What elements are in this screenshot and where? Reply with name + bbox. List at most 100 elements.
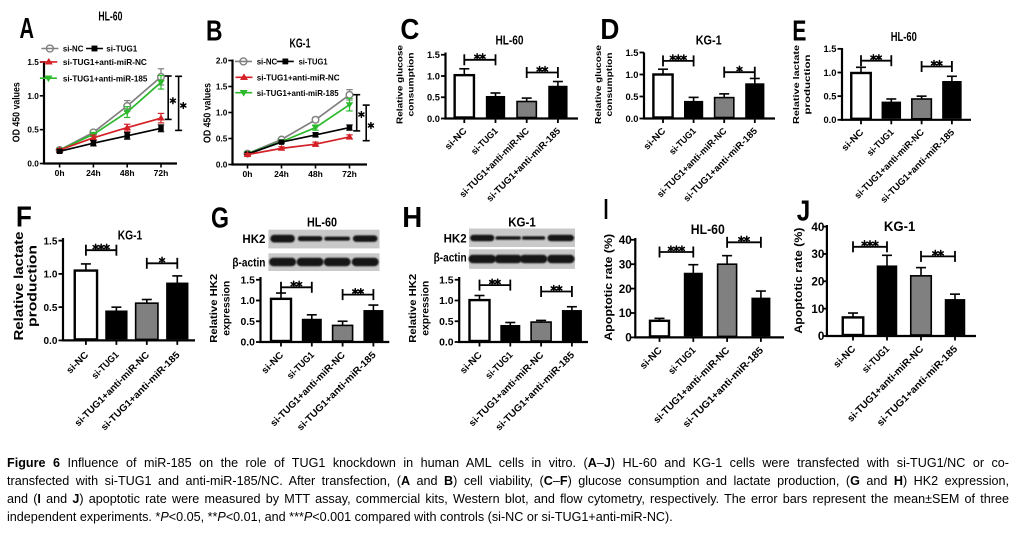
- svg-text:HL-60: HL-60: [98, 8, 122, 23]
- svg-text:0.0: 0.0: [625, 114, 638, 124]
- svg-text:0.5: 0.5: [240, 317, 255, 328]
- svg-text:10: 10: [619, 307, 633, 320]
- svg-text:48h: 48h: [308, 169, 323, 179]
- svg-text:30: 30: [811, 248, 825, 261]
- svg-text:2.0: 2.0: [216, 57, 228, 66]
- svg-text:si-TUG1+anti-miR-185: si-TUG1+anti-miR-185: [63, 73, 148, 83]
- svg-text:48h: 48h: [120, 168, 135, 178]
- svg-text:si-TUG1: si-TUG1: [865, 127, 896, 158]
- svg-text:0.0: 0.0: [439, 338, 454, 349]
- svg-text:si-NC: si-NC: [832, 344, 859, 371]
- svg-text:G: G: [211, 203, 229, 235]
- svg-text:0.5: 0.5: [216, 135, 228, 144]
- svg-text:si-NC: si-NC: [638, 345, 665, 372]
- svg-text:HK2: HK2: [444, 231, 467, 245]
- svg-text:0.0: 0.0: [27, 160, 39, 169]
- svg-text:KG-1: KG-1: [884, 219, 916, 234]
- svg-text:1.0: 1.0: [27, 92, 39, 101]
- svg-text:1.0: 1.0: [427, 71, 440, 81]
- svg-text:si-NC: si-NC: [840, 127, 866, 153]
- svg-text:β-actin: β-actin: [434, 250, 467, 264]
- svg-text:0.0: 0.0: [823, 115, 836, 125]
- svg-text:0h: 0h: [243, 169, 253, 179]
- svg-text:20: 20: [811, 276, 825, 289]
- svg-text:0.5: 0.5: [427, 93, 440, 103]
- svg-text:si-TUG1+anti-miR-NC: si-TUG1+anti-miR-NC: [257, 73, 340, 83]
- svg-text:si-TUG1: si-TUG1: [469, 126, 500, 157]
- svg-text:0.5: 0.5: [823, 91, 836, 101]
- svg-text:si-TUG1: si-TUG1: [299, 57, 328, 67]
- svg-text:0: 0: [625, 332, 632, 345]
- svg-text:1.0: 1.0: [240, 296, 255, 307]
- svg-text:1.5: 1.5: [216, 83, 228, 92]
- svg-text:C: C: [400, 14, 419, 46]
- svg-text:72h: 72h: [154, 168, 169, 178]
- svg-text:1.5: 1.5: [27, 58, 39, 67]
- svg-text:0.5: 0.5: [439, 317, 454, 328]
- svg-text:si-TUG1: si-TUG1: [860, 344, 892, 376]
- svg-text:Relative HK2: Relative HK2: [209, 273, 220, 342]
- svg-text:consumption: consumption: [405, 53, 415, 117]
- svg-text:si-NC: si-NC: [642, 126, 668, 152]
- svg-text:J: J: [797, 196, 811, 228]
- svg-text:HL-60: HL-60: [307, 215, 337, 230]
- svg-text:1.5: 1.5: [625, 48, 638, 58]
- svg-text:F: F: [16, 202, 32, 234]
- svg-text:KG-1: KG-1: [508, 214, 536, 229]
- svg-text:0.0: 0.0: [427, 114, 440, 124]
- svg-text:Relative lactate: Relative lactate: [791, 45, 801, 124]
- svg-text:0.0: 0.0: [43, 336, 57, 347]
- svg-text:0.0: 0.0: [240, 338, 255, 349]
- svg-text:si-NC: si-NC: [257, 57, 278, 67]
- svg-text:1.0: 1.0: [823, 68, 836, 78]
- svg-text:Apoptotic rate (%): Apoptotic rate (%): [603, 233, 615, 340]
- svg-text:HL-60: HL-60: [691, 222, 725, 237]
- svg-text:40: 40: [619, 234, 633, 247]
- svg-text:0: 0: [818, 330, 825, 343]
- svg-text:1.5: 1.5: [43, 236, 57, 247]
- svg-text:si-NC: si-NC: [260, 350, 287, 377]
- svg-text:HL-60: HL-60: [496, 32, 524, 47]
- svg-text:0.5: 0.5: [43, 303, 57, 314]
- svg-text:1.0: 1.0: [43, 270, 57, 281]
- svg-text:20: 20: [619, 283, 633, 296]
- svg-text:1.0: 1.0: [216, 109, 228, 118]
- svg-text:si-TUG1: si-TUG1: [106, 44, 137, 54]
- svg-text:B: B: [206, 16, 223, 48]
- svg-text:I: I: [604, 194, 609, 226]
- svg-text:10: 10: [811, 303, 825, 316]
- svg-text:0h: 0h: [55, 168, 65, 178]
- svg-text:si-NC: si-NC: [65, 350, 92, 377]
- svg-text:Apoptotic rate (%): Apoptotic rate (%): [793, 227, 805, 333]
- svg-text:40: 40: [811, 221, 825, 234]
- svg-text:1.5: 1.5: [439, 275, 454, 286]
- svg-text:KG-1: KG-1: [118, 228, 143, 243]
- svg-text:si-TUG1: si-TUG1: [667, 126, 698, 157]
- svg-text:Relative HK2: Relative HK2: [408, 273, 419, 342]
- svg-text:24h: 24h: [86, 168, 101, 178]
- svg-text:si-NC: si-NC: [443, 126, 469, 152]
- svg-text:si-TUG1+anti-miR-185: si-TUG1+anti-miR-185: [257, 88, 339, 98]
- svg-text:si-TUG1+anti-miR-NC: si-TUG1+anti-miR-NC: [63, 57, 147, 67]
- svg-text:OD 450 values: OD 450 values: [203, 83, 214, 143]
- svg-text:A: A: [20, 13, 35, 45]
- svg-text:HK2: HK2: [242, 232, 265, 246]
- svg-text:24h: 24h: [274, 169, 289, 179]
- svg-text:1.5: 1.5: [823, 44, 836, 54]
- svg-text:1.0: 1.0: [439, 296, 454, 307]
- svg-text:expression: expression: [222, 281, 233, 336]
- svg-text:1.5: 1.5: [240, 275, 255, 286]
- svg-text:1.5: 1.5: [427, 50, 440, 60]
- svg-text:expression: expression: [420, 281, 431, 336]
- svg-text:Relative glucose: Relative glucose: [593, 45, 603, 124]
- svg-text:si-NC: si-NC: [63, 44, 84, 54]
- svg-text:E: E: [792, 16, 806, 48]
- svg-text:H: H: [402, 202, 422, 234]
- svg-text:KG-1: KG-1: [290, 36, 311, 51]
- svg-text:D: D: [600, 14, 619, 46]
- svg-text:1.0: 1.0: [625, 70, 638, 80]
- svg-text:0.5: 0.5: [27, 126, 39, 135]
- svg-text:si-TUG1: si-TUG1: [667, 345, 699, 377]
- svg-text:production: production: [802, 55, 812, 115]
- svg-text:consumption: consumption: [604, 53, 614, 117]
